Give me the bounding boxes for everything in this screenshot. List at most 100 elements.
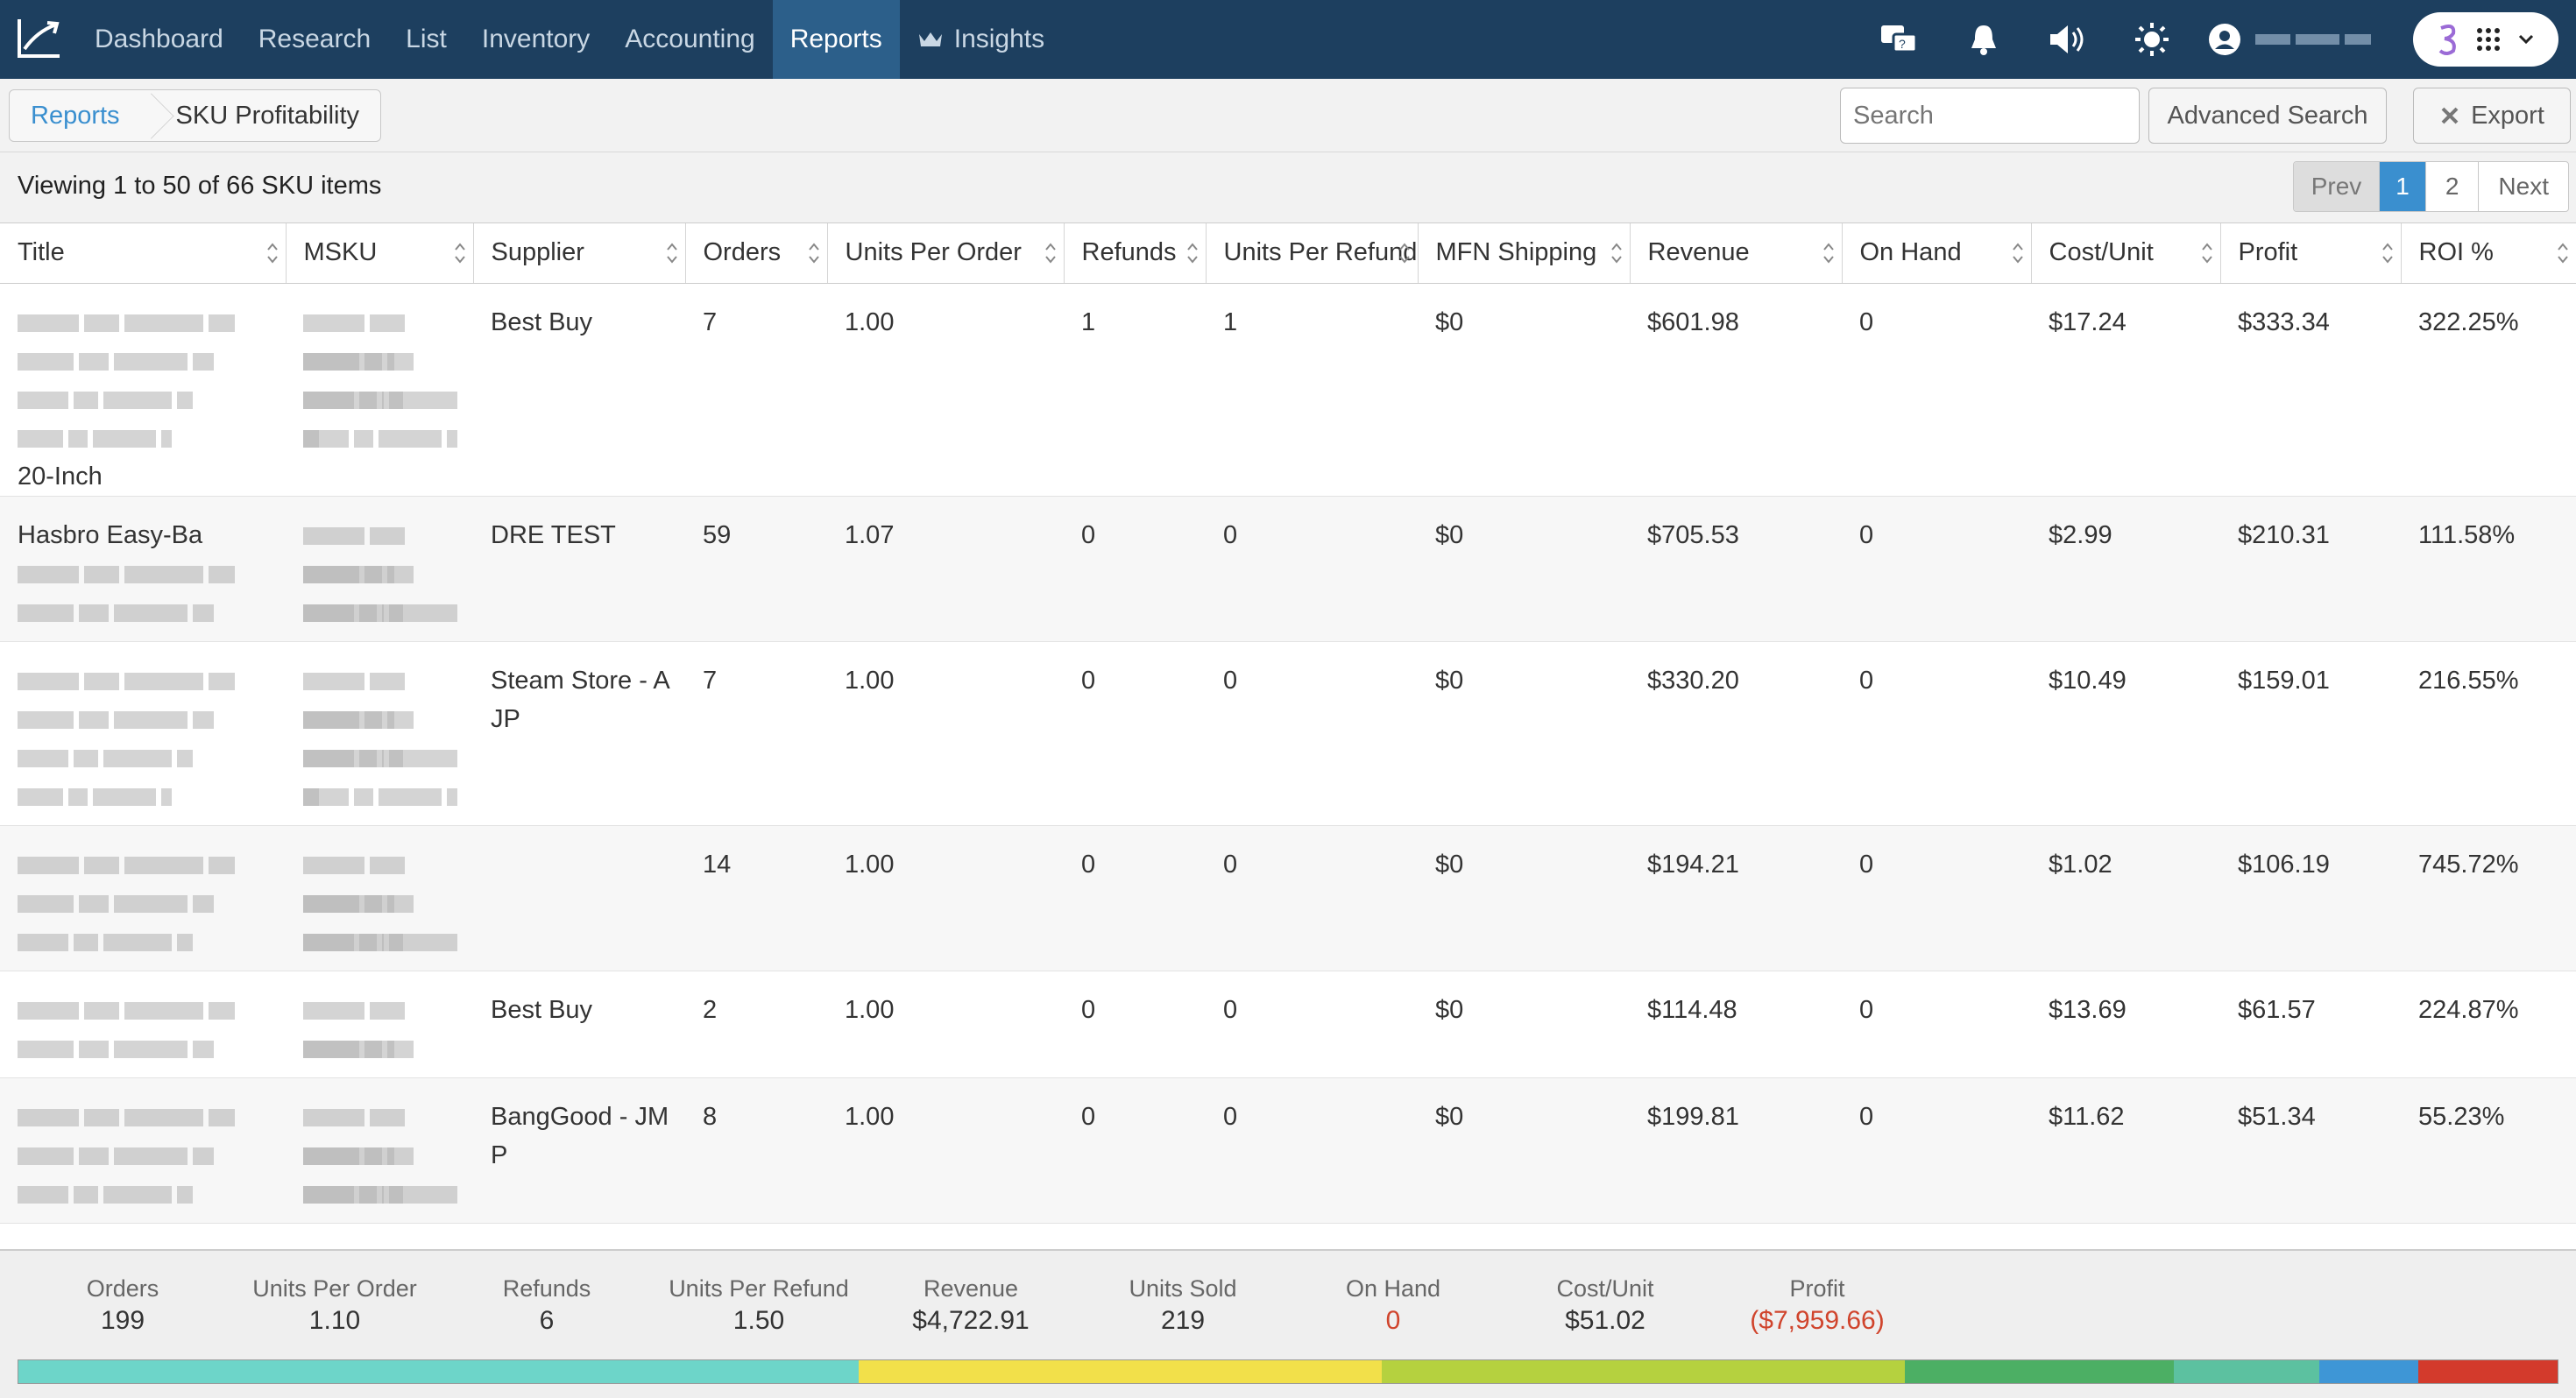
column-header-label: Orders [703,238,782,267]
nav-item-inventory[interactable]: Inventory [464,0,607,79]
sort-icon[interactable] [2381,241,2394,265]
speaker-icon[interactable] [2026,0,2110,79]
redacted-text [303,516,463,632]
nav-item-research[interactable]: Research [241,0,388,79]
summary-footer: Orders 199 Units Per Order 1.10 Refunds 6 Unit… [0,1249,2576,1398]
column-header[interactable]: On Hand [1842,223,2032,284]
toolbar: Reports SKU Profitability Advanced Searc… [0,79,2576,152]
column-header[interactable]: Profit [2220,223,2402,284]
cell-msku [286,1077,473,1224]
cell-onhand: 0 [1842,496,2031,642]
cell-upr: 0 [1206,971,1418,1078]
cell-supplier: Best Buy [473,971,685,1078]
sort-icon[interactable] [1398,241,1411,265]
summary-stat-label: Units Per Refund [669,1275,849,1302]
user-icon[interactable] [2194,0,2255,79]
logo-icon[interactable] [12,12,65,65]
cell-text: Hasbro Easy-Ba [18,520,203,549]
user-name-redacted[interactable] [2255,26,2387,53]
cell-mfn: $0 [1418,641,1630,826]
cell-title[interactable] [0,971,286,1078]
summary-stat: Refunds 6 [442,1275,652,1336]
table-row[interactable]: BangGood - JM P 8 1.00 0 0 $0 $199.81 0 $11.62 $5… [0,1077,2576,1224]
sort-icon[interactable] [1822,241,1835,265]
sort-icon[interactable] [1186,241,1199,265]
column-header-label: Units Per Refund [1223,238,1418,267]
nav-right: ? [1858,0,2576,79]
column-header[interactable]: Revenue [1630,223,1843,284]
cell-onhand: 0 [1842,825,2031,971]
nav-item-insights[interactable]: Insights [900,0,1062,79]
nav-item-accounting[interactable]: Accounting [607,0,772,79]
svg-text:?: ? [1899,37,1906,51]
sort-icon[interactable] [1610,241,1623,265]
cell-msku [286,825,473,971]
page-2-button[interactable]: 2 [2424,162,2479,211]
page-1-button[interactable]: 1 [2379,162,2425,211]
nav-item-reports[interactable]: Reports [772,0,900,79]
search-input[interactable] [1840,88,2140,144]
cell-upo: 1.00 [827,641,1064,826]
cell-title[interactable] [0,1077,286,1224]
column-header[interactable]: Units Per Order [827,223,1065,284]
prev-button[interactable]: Prev [2293,162,2380,211]
cell-refunds: 1 [1064,283,1206,497]
redacted-text [303,1243,463,1250]
column-header-label: Units Per Order [845,238,1022,267]
cell-upo: 1.00 [827,283,1064,497]
cell-orders: 7 [685,283,827,497]
cell-revenue: $194.21 [1630,825,1842,971]
cell-onhand: 0 [1842,1077,2031,1224]
table-row[interactable]: 20-Inch Best Buy 7 1.00 1 1 $0 $601.98 0 $17.24 $3… [0,283,2576,497]
sort-icon[interactable] [2201,241,2213,265]
chat-icon[interactable]: ? [1858,0,1942,79]
nav-item-list[interactable]: List [388,0,464,79]
nav-item-dashboard[interactable]: Dashboard [77,0,241,79]
column-header-label: MFN Shipping [1435,238,1597,267]
top-nav: Dashboard Research List Inventory Accounting… [0,0,2576,79]
table-row[interactable]: 14 1.00 0 0 $0 $194.21 0 $1.02 $106.19 745.72% [0,825,2576,971]
bar-segment [2318,1360,2418,1383]
summary-stat-value: 1.50 [732,1306,785,1335]
breadcrumb-reports[interactable]: Reports [31,101,120,130]
cell-title[interactable]: Hasbro Easy-Ba [0,496,286,642]
table-row[interactable]: Steam Store - A JP 7 1.00 0 0 $0 $330.20 0 $10.4… [0,641,2576,826]
table-row[interactable]: Best Buy 2 1.00 0 0 $0 $114.48 0 $13.69 $61.57 224… [0,971,2576,1078]
redacted-text [18,303,275,457]
breadcrumb-current: SKU Profitability [175,101,360,130]
app-switcher[interactable] [2413,12,2558,67]
summary-stat-value: $4,722.91 [912,1306,1030,1335]
advanced-search-button[interactable]: Advanced Search [2148,88,2387,144]
column-header[interactable]: Cost/Unit [2031,223,2221,284]
sort-icon[interactable] [1044,241,1057,265]
cell-orders: 7 [685,641,827,826]
sort-icon[interactable] [808,241,820,265]
sort-icon[interactable] [2012,241,2024,265]
column-header-label: MSKU [303,238,378,267]
sort-icon[interactable] [666,241,678,265]
next-button[interactable]: Next [2478,162,2568,211]
column-header[interactable]: Refunds [1064,223,1207,284]
cell-title[interactable] [0,825,286,971]
cell-roi: 322.25% [2401,283,2576,497]
table-row[interactable]: Toys R Us - AJP51.0000$0$179.460$16.00$4… [0,1223,2576,1249]
column-header[interactable]: ROI % [2401,223,2576,284]
cell-title[interactable]: 20-Inch [0,283,286,497]
column-header[interactable]: Units Per Refund [1206,223,1419,284]
column-header[interactable]: MSKU [286,223,474,284]
cell-title[interactable] [0,1223,286,1249]
column-header[interactable]: Supplier [473,223,686,284]
cell-title[interactable] [0,641,286,826]
bell-icon[interactable] [1942,0,2026,79]
nav-item-label: Accounting [625,25,755,53]
sun-icon[interactable] [2110,0,2194,79]
cell-profit: $333.34 [2220,283,2401,497]
sort-icon[interactable] [266,241,279,265]
column-header[interactable]: MFN Shipping [1418,223,1631,284]
column-header[interactable]: Orders [685,223,828,284]
sort-icon[interactable] [454,241,466,265]
column-header[interactable]: Title [0,223,287,284]
sort-icon[interactable] [2557,241,2569,265]
table-row[interactable]: Hasbro Easy-Ba DRE TEST 59 1.07 0 0 $0 $705.53 0… [0,496,2576,642]
export-button[interactable]: Export [2413,88,2571,144]
